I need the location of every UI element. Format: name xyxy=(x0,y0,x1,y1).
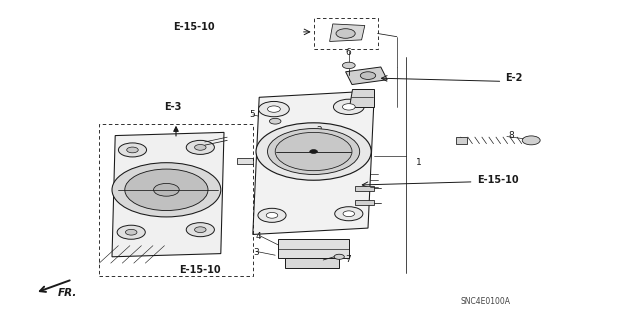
Text: 2: 2 xyxy=(317,126,323,135)
Text: E-2: E-2 xyxy=(506,73,523,83)
Circle shape xyxy=(125,229,137,235)
Circle shape xyxy=(336,29,355,38)
Bar xyxy=(456,137,467,144)
Text: SNC4E0100A: SNC4E0100A xyxy=(461,297,511,306)
Circle shape xyxy=(256,123,371,180)
Circle shape xyxy=(268,129,360,174)
Polygon shape xyxy=(237,158,253,164)
Text: 1: 1 xyxy=(416,158,422,167)
Bar xyxy=(314,18,378,49)
Circle shape xyxy=(127,147,138,153)
Circle shape xyxy=(112,163,221,217)
Text: E-15-10: E-15-10 xyxy=(173,22,214,32)
Circle shape xyxy=(195,145,206,150)
Circle shape xyxy=(195,227,206,233)
Text: 7: 7 xyxy=(346,256,351,264)
Circle shape xyxy=(275,132,352,171)
Circle shape xyxy=(335,207,363,221)
Circle shape xyxy=(259,101,289,117)
Circle shape xyxy=(118,143,147,157)
Circle shape xyxy=(342,62,355,69)
Circle shape xyxy=(343,211,355,217)
Circle shape xyxy=(333,99,364,115)
Circle shape xyxy=(268,106,280,112)
Text: 8: 8 xyxy=(509,131,515,140)
Circle shape xyxy=(186,223,214,237)
Circle shape xyxy=(360,72,376,79)
Circle shape xyxy=(342,104,355,110)
Circle shape xyxy=(117,225,145,239)
Text: FR.: FR. xyxy=(58,288,77,299)
Polygon shape xyxy=(112,132,224,257)
Circle shape xyxy=(269,118,281,124)
Text: 5: 5 xyxy=(250,110,255,119)
Text: 6: 6 xyxy=(346,48,351,57)
Circle shape xyxy=(125,169,208,211)
Polygon shape xyxy=(349,89,374,107)
Polygon shape xyxy=(253,91,374,234)
Circle shape xyxy=(154,183,179,196)
Circle shape xyxy=(522,136,540,145)
Text: E-15-10: E-15-10 xyxy=(477,175,518,185)
Circle shape xyxy=(258,208,286,222)
Circle shape xyxy=(310,150,317,153)
Text: E-3: E-3 xyxy=(164,102,182,112)
Text: 3: 3 xyxy=(253,248,259,256)
Circle shape xyxy=(334,254,344,259)
Text: E-15-10: E-15-10 xyxy=(179,264,221,275)
Bar xyxy=(99,124,253,276)
Bar xyxy=(355,200,374,205)
Circle shape xyxy=(186,140,214,154)
Bar xyxy=(278,239,349,258)
Polygon shape xyxy=(330,24,365,41)
Bar xyxy=(285,258,339,268)
Polygon shape xyxy=(346,67,387,85)
Text: 4: 4 xyxy=(256,232,262,241)
Circle shape xyxy=(266,212,278,218)
Bar xyxy=(355,186,374,191)
